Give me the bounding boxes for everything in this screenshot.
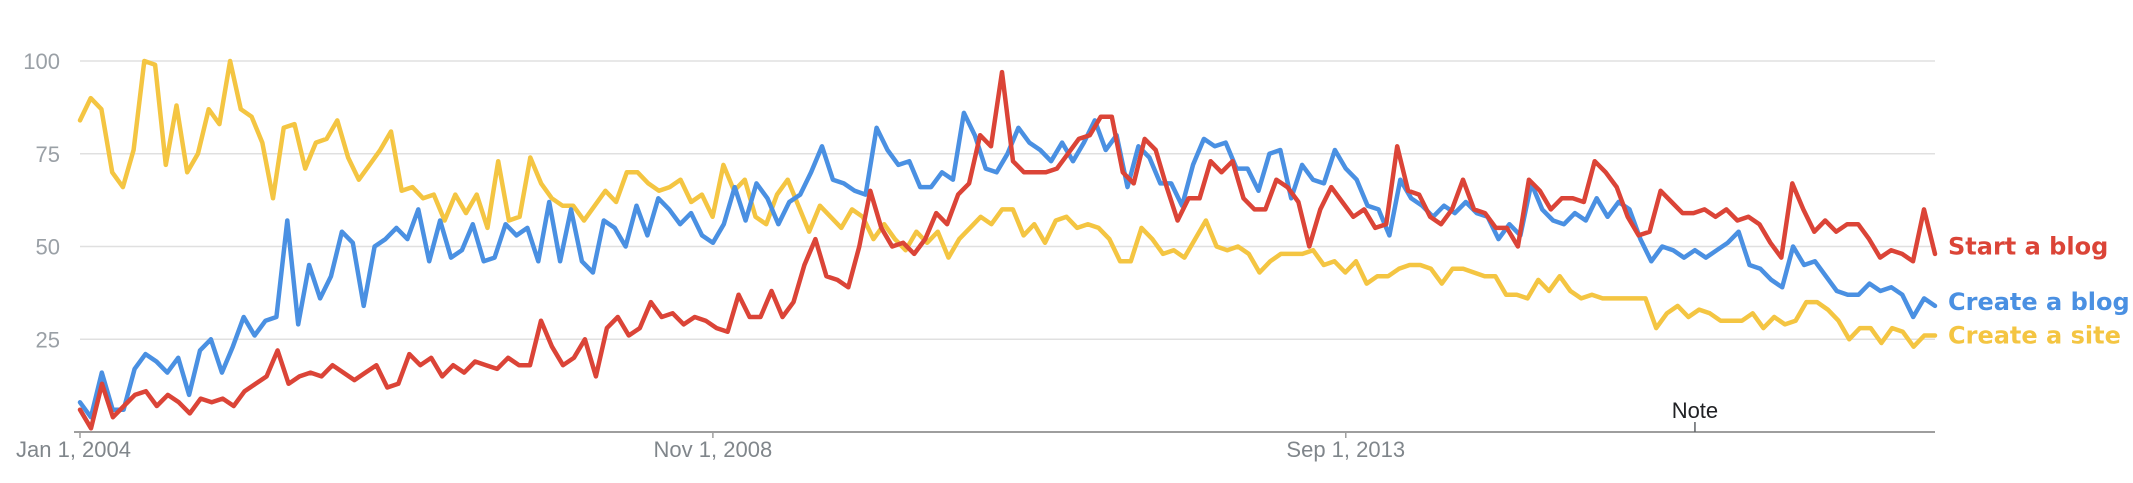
series-line-start-a-blog[interactable] bbox=[77, 69, 1938, 431]
series-label-create-a-site: Create a site bbox=[1948, 322, 2121, 350]
y-tick-label: 50 bbox=[36, 235, 60, 260]
note-label[interactable]: Note bbox=[1672, 398, 1718, 423]
x-tick-label: Nov 1, 2008 bbox=[654, 437, 773, 462]
x-tick-label: Sep 1, 2013 bbox=[1286, 437, 1405, 462]
series-label-create-a-blog: Create a blog bbox=[1948, 288, 2130, 316]
series-label-start-a-blog: Start a blog bbox=[1948, 233, 2108, 261]
series-end-labels: Start a blog Create a blog Create a site bbox=[1948, 233, 2130, 350]
series-line-create-a-site[interactable] bbox=[77, 58, 1938, 349]
series-line-create-a-blog[interactable] bbox=[77, 110, 1938, 420]
x-axis-ticks: Jan 1, 2004 Nov 1, 2008 Sep 1, 2013 bbox=[16, 432, 1405, 462]
y-tick-label: 100 bbox=[23, 49, 60, 74]
series-lines bbox=[77, 58, 1938, 431]
y-tick-label: 25 bbox=[36, 327, 60, 352]
x-tick-label: Jan 1, 2004 bbox=[16, 437, 131, 462]
note-annotation[interactable]: Note bbox=[1672, 398, 1718, 432]
y-axis-ticks: 25 50 75 100 bbox=[23, 49, 60, 352]
y-tick-label: 75 bbox=[36, 142, 60, 167]
